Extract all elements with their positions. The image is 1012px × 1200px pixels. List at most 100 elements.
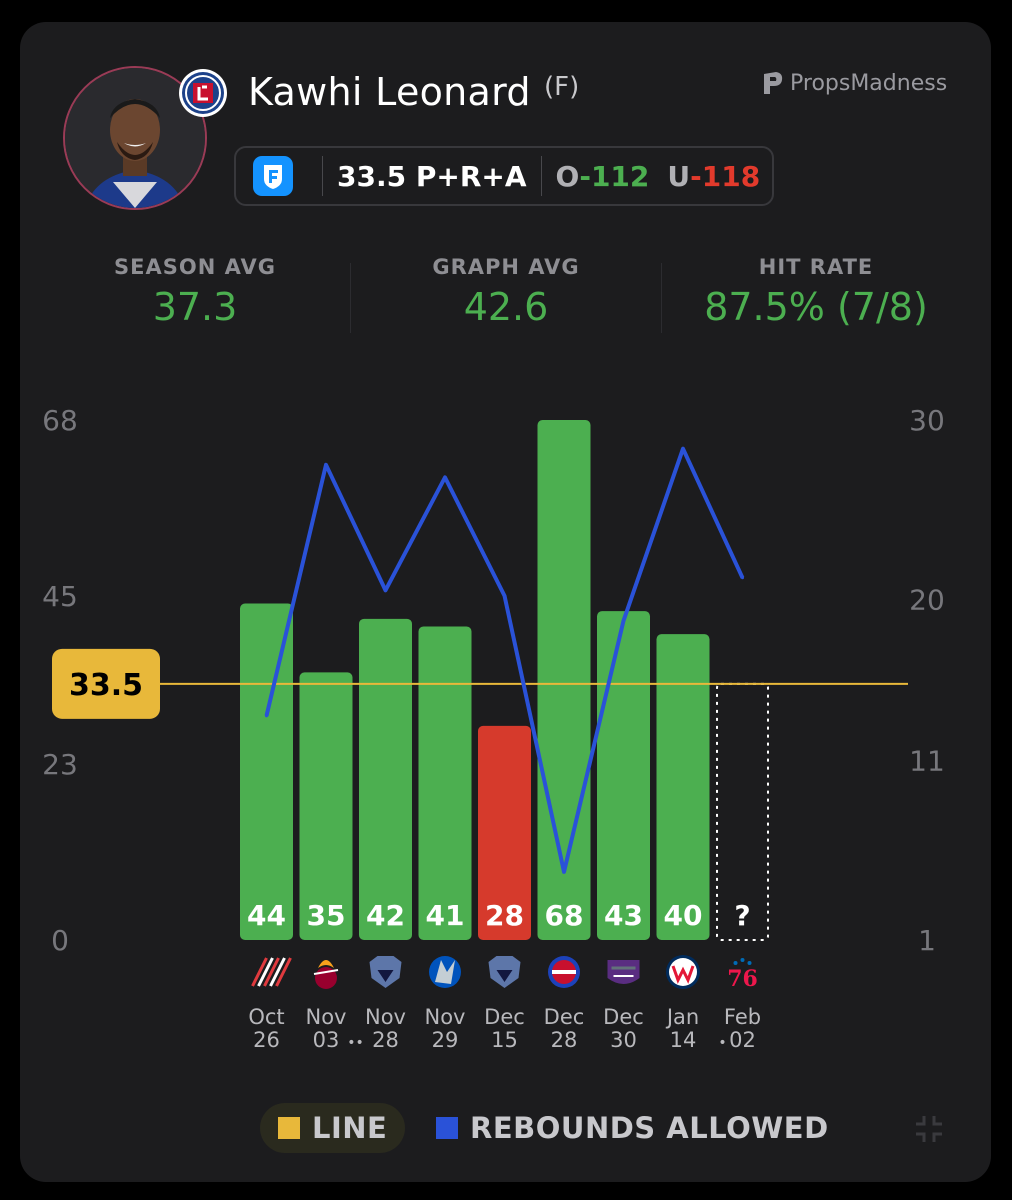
76ers-logo-icon-part — [740, 958, 745, 962]
grizzlies-logo-icon — [488, 956, 521, 988]
rebounds-point — [503, 594, 506, 598]
pill-divider — [322, 156, 323, 196]
line-value-badge — [52, 648, 160, 719]
hit-rate-stat: HIT RATE 87.5% (7/8) — [656, 255, 976, 329]
fanduel-icon — [253, 156, 293, 196]
player-headshot-icon — [65, 68, 205, 208]
right-axis-tick: 30 — [909, 404, 945, 437]
graph-avg-value: 42.6 — [463, 285, 549, 329]
date-day-label: 15 — [491, 1028, 518, 1052]
bar-value-label: 44 — [247, 899, 286, 932]
bar — [597, 611, 650, 940]
left-axis-tick: 45 — [42, 580, 78, 613]
stat-divider — [661, 263, 662, 333]
rebounds-swatch — [436, 1117, 458, 1139]
graph-avg-label: GRAPH AVG — [432, 255, 580, 279]
legend-line-label: LINE — [312, 1111, 388, 1145]
date-day-label: 30 — [610, 1028, 637, 1052]
rebounds-point — [443, 475, 447, 479]
heat-logo-icon-part — [313, 969, 339, 975]
76ers-logo-icon-part — [747, 961, 752, 965]
date-month-label: Jan — [665, 1005, 699, 1029]
bar — [359, 618, 412, 940]
right-axis-tick: 20 — [909, 583, 945, 616]
rebounds-point — [681, 447, 685, 451]
season-avg-label: SEASON AVG — [114, 255, 276, 279]
over-label: O — [555, 159, 580, 193]
pistons-logo-icon-part — [552, 970, 576, 974]
bar-value-label: 28 — [485, 899, 524, 932]
hit-rate-value: 87.5% (7/8) — [704, 285, 928, 329]
bar-value-label: 68 — [545, 899, 584, 932]
date-month-label: Nov — [306, 1005, 347, 1029]
date-month-label: Dec — [544, 1005, 585, 1029]
date-day-label: 26 — [253, 1028, 280, 1052]
heat-logo-icon — [313, 960, 339, 989]
date-day-label: 14 — [670, 1028, 697, 1052]
stat-divider — [350, 263, 351, 333]
line-value-label: 33.5 — [69, 668, 143, 703]
rebounds-point — [741, 576, 744, 580]
wizards-logo-icon-part — [671, 965, 695, 984]
player-name: Kawhi Leonard — [248, 70, 531, 114]
right-axis-tick: 11 — [909, 745, 945, 778]
bar — [537, 420, 591, 940]
prop-line-pill[interactable]: 33.5 P+R+A O -112 U -118 — [234, 146, 774, 206]
propsmadness-logo-icon — [764, 72, 783, 94]
player-position: (F) — [544, 72, 580, 102]
brand-name: PropsMadness — [790, 70, 948, 96]
bar — [299, 672, 353, 940]
heat-logo-icon-part — [318, 960, 334, 968]
date-month-label: Nov — [365, 1005, 406, 1029]
date-month-label: Oct — [248, 1005, 284, 1029]
pill-divider — [540, 156, 542, 196]
blazers-logo-icon — [251, 957, 292, 987]
collapse-icon[interactable] — [912, 1112, 946, 1146]
grizzlies-logo-icon — [369, 956, 402, 988]
under-odds: -118 — [690, 159, 761, 193]
rebounds-point — [562, 870, 566, 874]
rebounds-point — [324, 463, 328, 467]
stats-row: SEASON AVG 37.3 GRAPH AVG 42.6 HIT RATE … — [20, 255, 991, 345]
over-odds: -112 — [579, 159, 650, 193]
legend-line[interactable]: LINE — [260, 1103, 406, 1153]
date-day-label: 28 — [372, 1028, 399, 1052]
rest-dots: •• — [347, 1035, 364, 1051]
date-day-label: 02 — [729, 1028, 756, 1052]
date-month-label: Nov — [425, 1005, 466, 1029]
blazers-logo-icon-part — [275, 957, 292, 987]
rebounds-point — [384, 588, 387, 592]
bar-value-label: ? — [734, 899, 750, 932]
date-day-label: 28 — [551, 1028, 578, 1052]
under-label: U — [667, 159, 691, 193]
grizzlies-logo-icon-part — [496, 970, 513, 982]
left-axis-tick: 68 — [42, 404, 78, 437]
blazers-logo-icon-part — [269, 957, 286, 987]
bar-value-label: 41 — [426, 899, 465, 932]
wizards-logo-icon — [666, 955, 700, 989]
left-axis-tick: 0 — [51, 924, 69, 957]
left-axis-tick: 23 — [42, 748, 78, 781]
bar-value-label: 40 — [664, 899, 703, 932]
season-avg-value: 37.3 — [152, 285, 238, 329]
line-swatch — [278, 1117, 300, 1139]
rebounds-point — [622, 619, 625, 623]
bar-value-label: 42 — [366, 899, 405, 932]
legend-rebounds-label: REBOUNDS ALLOWED — [470, 1111, 829, 1145]
date-month-label: Dec — [603, 1005, 644, 1029]
kings-logo-icon-part — [607, 960, 640, 984]
date-month-label: Feb — [724, 1005, 761, 1029]
pistons-logo-icon — [548, 956, 580, 988]
season-avg-stat: SEASON AVG 37.3 — [35, 255, 355, 329]
date-day-label: 03 — [313, 1028, 340, 1052]
legend-rebounds[interactable]: REBOUNDS ALLOWED — [436, 1103, 829, 1153]
bar — [418, 626, 472, 940]
mavericks-logo-icon-part — [435, 960, 455, 984]
date-day-label: 29 — [432, 1028, 459, 1052]
mavericks-logo-icon — [429, 956, 461, 988]
grizzlies-logo-icon-part — [377, 970, 394, 982]
76ers-logo-icon: 76 — [727, 958, 758, 992]
right-axis-tick: 1 — [918, 924, 936, 957]
kings-logo-icon — [607, 960, 640, 984]
